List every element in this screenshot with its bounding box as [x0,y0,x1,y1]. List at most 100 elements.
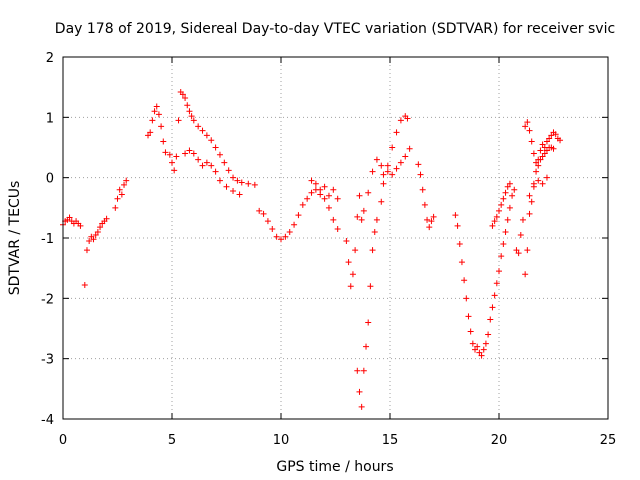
data-point [358,403,365,410]
data-point [539,141,546,148]
data-point [535,177,542,184]
data-point [155,111,162,118]
data-point [182,95,189,102]
data-point [480,346,487,353]
data-point [389,144,396,151]
data-point [182,150,189,157]
data-point [173,153,180,160]
data-point [380,171,387,178]
data-point [389,171,396,178]
y-tick-label: -2 [41,292,54,307]
data-point [504,183,511,190]
x-tick-label: 0 [59,433,67,448]
data-point [419,186,426,193]
data-point [463,295,470,302]
data-point [524,119,531,126]
data-point [421,201,428,208]
x-tick-label: 5 [168,433,176,448]
data-point [186,147,193,154]
data-point [195,123,202,130]
data-point [158,123,165,130]
data-point [493,213,500,220]
y-axis-label: SDTVAR / TECUs [7,181,23,296]
data-point [208,137,215,144]
data-point [415,161,422,168]
data-point [496,207,502,214]
data-point [530,183,537,190]
data-point [543,147,550,154]
data-point [504,216,511,223]
data-point [378,162,385,169]
x-tick-label: 10 [273,433,290,448]
data-point [533,159,540,166]
data-point [349,271,356,278]
data-point [199,162,206,169]
chart-title: Day 178 of 2019, Sidereal Day-to-day VTE… [55,21,615,37]
data-point [363,343,370,350]
data-point [151,108,158,115]
data-point [491,218,498,225]
data-point [312,180,319,187]
data-point [493,280,500,287]
data-point [526,192,533,199]
data-point [397,159,404,166]
data-point [371,228,378,235]
data-point [203,159,210,166]
data-point [365,319,372,326]
data-point [369,247,376,254]
data-point [506,180,513,187]
data-point [513,247,520,254]
data-point [474,343,481,350]
data-point [97,224,104,231]
data-point [245,180,252,187]
data-point [496,268,502,275]
data-point [153,103,160,110]
data-point [330,216,337,223]
data-point [478,352,485,359]
y-tick-label: -1 [41,232,54,247]
data-point [256,207,263,214]
data-point [500,241,507,248]
data-point [358,216,365,223]
data-point [384,168,391,175]
data-point [517,231,524,238]
data-point [83,247,90,254]
data-point [456,241,463,248]
data-point [160,138,167,145]
data-point [526,127,533,134]
data-point [482,340,489,347]
data-point [533,168,540,175]
data-point [116,186,123,193]
data-point [334,225,341,232]
data-point [230,174,237,181]
data-point [539,153,546,160]
data-point [537,156,544,163]
data-point [66,214,73,221]
data-point [476,349,483,356]
grid-lines [63,57,608,419]
x-axis-label: GPS time / hours [276,459,393,475]
data-point [77,222,84,229]
data-point [502,189,509,196]
data-point [225,167,232,174]
data-point [121,181,128,188]
data-point [221,159,228,166]
data-point [190,117,197,124]
data-point [199,127,206,134]
data-point [86,238,93,245]
data-point [304,195,311,202]
data-point [92,231,99,238]
data-point [506,204,513,211]
data-point [402,153,409,160]
data-point [360,207,367,214]
data-point [308,189,315,196]
data-point [81,282,88,289]
data-point [522,123,529,130]
data-point [343,238,350,245]
data-point [543,138,550,145]
data-point [543,174,550,181]
data-point [515,250,522,257]
data-point [269,225,276,232]
data-point [485,331,492,338]
data-point [114,195,121,202]
